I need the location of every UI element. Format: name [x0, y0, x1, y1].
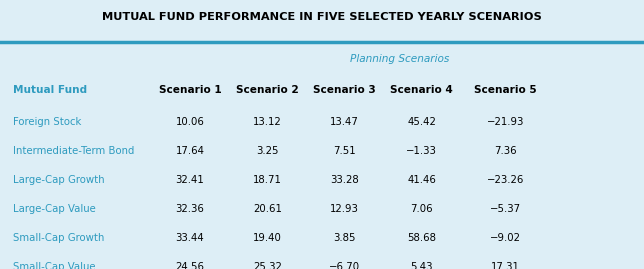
Text: 19.40: 19.40 [253, 233, 281, 243]
Text: 20.61: 20.61 [253, 204, 281, 214]
Text: 33.28: 33.28 [330, 175, 359, 185]
Text: −21.93: −21.93 [487, 117, 524, 127]
Text: 45.42: 45.42 [408, 117, 436, 127]
Text: 5.43: 5.43 [411, 262, 433, 269]
Text: 3.25: 3.25 [256, 146, 278, 156]
Text: −6.70: −6.70 [329, 262, 360, 269]
Text: Foreign Stock: Foreign Stock [13, 117, 81, 127]
Text: 12.93: 12.93 [330, 204, 359, 214]
Text: Mutual Fund: Mutual Fund [13, 85, 87, 95]
Text: 10.06: 10.06 [176, 117, 204, 127]
Text: Small-Cap Value: Small-Cap Value [13, 262, 95, 269]
Text: 25.32: 25.32 [253, 262, 281, 269]
Text: 33.44: 33.44 [176, 233, 204, 243]
Text: Large-Cap Value: Large-Cap Value [13, 204, 95, 214]
Text: −23.26: −23.26 [487, 175, 524, 185]
Text: Planning Scenarios: Planning Scenarios [350, 54, 449, 64]
Text: 3.85: 3.85 [334, 233, 355, 243]
Text: 7.51: 7.51 [333, 146, 356, 156]
Text: Scenario 1: Scenario 1 [158, 85, 222, 95]
Text: 7.06: 7.06 [410, 204, 433, 214]
Text: −9.02: −9.02 [490, 233, 521, 243]
Text: 24.56: 24.56 [175, 262, 205, 269]
Text: Scenario 5: Scenario 5 [474, 85, 537, 95]
Text: 13.47: 13.47 [330, 117, 359, 127]
Text: MUTUAL FUND PERFORMANCE IN FIVE SELECTED YEARLY SCENARIOS: MUTUAL FUND PERFORMANCE IN FIVE SELECTED… [102, 12, 542, 22]
Text: Small-Cap Growth: Small-Cap Growth [13, 233, 104, 243]
Text: 18.71: 18.71 [253, 175, 281, 185]
Text: Scenario 2: Scenario 2 [236, 85, 299, 95]
Text: Scenario 4: Scenario 4 [390, 85, 453, 95]
Text: 32.41: 32.41 [176, 175, 204, 185]
Text: 32.36: 32.36 [176, 204, 204, 214]
Text: −1.33: −1.33 [406, 146, 437, 156]
Text: Intermediate-Term Bond: Intermediate-Term Bond [13, 146, 134, 156]
Text: 41.46: 41.46 [408, 175, 436, 185]
Text: 17.31: 17.31 [491, 262, 520, 269]
Text: Scenario 3: Scenario 3 [313, 85, 376, 95]
Text: Large-Cap Growth: Large-Cap Growth [13, 175, 104, 185]
Text: −5.37: −5.37 [490, 204, 521, 214]
Text: 17.64: 17.64 [175, 146, 205, 156]
Text: 13.12: 13.12 [253, 117, 281, 127]
Text: 7.36: 7.36 [494, 146, 517, 156]
Text: 58.68: 58.68 [407, 233, 437, 243]
